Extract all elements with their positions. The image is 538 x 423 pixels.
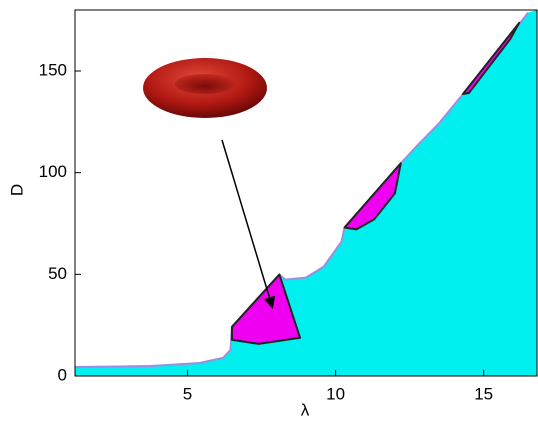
axes-box: [74, 9, 538, 377]
x-tick-label: 15: [474, 384, 493, 403]
y-tick-label: 150: [39, 60, 67, 79]
x-tick-label: 5: [183, 384, 192, 403]
x-axis-label: λ: [301, 400, 310, 419]
y-axis-label: D: [7, 184, 26, 196]
region: [461, 21, 521, 95]
x-tick-label: 10: [326, 384, 345, 403]
region: [230, 273, 302, 345]
cell-dimple: [175, 74, 235, 94]
plot-area: [74, 10, 537, 376]
arrow: [221, 139, 276, 309]
boundary-line: [74, 12, 529, 369]
illustration: [143, 58, 276, 309]
area: [75, 10, 537, 376]
y-tick-label: 100: [39, 162, 67, 181]
region: [343, 162, 402, 231]
y-tick-label: 50: [48, 264, 67, 283]
y-tick-label: 0: [58, 365, 67, 384]
